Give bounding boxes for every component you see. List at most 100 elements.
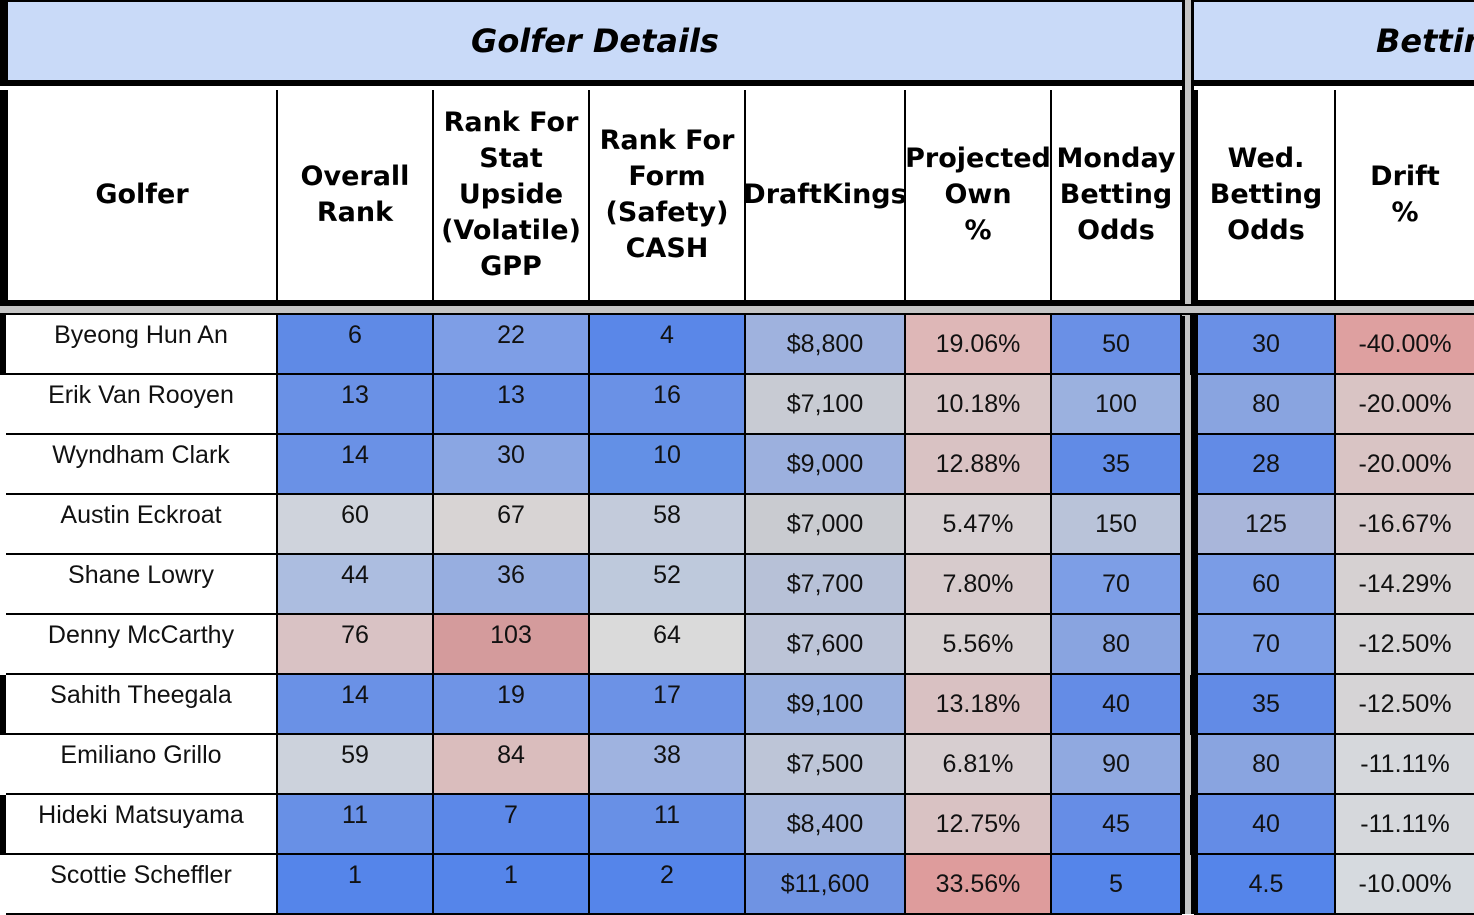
cell-overall[interactable]: 44 xyxy=(278,555,434,615)
cell-golfer[interactable]: Emiliano Grillo xyxy=(6,735,278,795)
cell-stat[interactable]: 19 xyxy=(434,675,590,735)
cell-monday[interactable]: 5 xyxy=(1052,855,1182,915)
cell-own[interactable]: 6.81% xyxy=(906,735,1052,795)
cell-dk[interactable]: $9,000 xyxy=(746,435,906,495)
cell-form[interactable]: 2 xyxy=(590,855,746,915)
cell-golfer[interactable]: Erik Van Rooyen xyxy=(6,375,278,435)
cell-drift[interactable]: -11.11% xyxy=(1336,795,1474,855)
cell-form[interactable]: 10 xyxy=(590,435,746,495)
header-monday-odds[interactable]: Monday Betting Odds xyxy=(1052,90,1182,304)
cell-monday[interactable]: 70 xyxy=(1052,555,1182,615)
row-marker xyxy=(1190,795,1194,855)
cell-wed[interactable]: 30 xyxy=(1194,315,1336,375)
cell-overall[interactable]: 60 xyxy=(278,495,434,555)
cell-monday[interactable]: 35 xyxy=(1052,435,1182,495)
cell-own[interactable]: 12.88% xyxy=(906,435,1052,495)
cell-own[interactable]: 5.56% xyxy=(906,615,1052,675)
cell-monday[interactable]: 45 xyxy=(1052,795,1182,855)
header-rank-form[interactable]: Rank For Form (Safety) CASH xyxy=(590,90,746,304)
cell-dk[interactable]: $7,000 xyxy=(746,495,906,555)
cell-golfer[interactable]: Shane Lowry xyxy=(6,555,278,615)
cell-monday[interactable]: 40 xyxy=(1052,675,1182,735)
cell-stat[interactable]: 103 xyxy=(434,615,590,675)
cell-drift[interactable]: -20.00% xyxy=(1336,435,1474,495)
cell-golfer[interactable]: Hideki Matsuyama xyxy=(6,795,278,855)
cell-form[interactable]: 17 xyxy=(590,675,746,735)
cell-golfer[interactable]: Sahith Theegala xyxy=(6,675,278,735)
cell-overall[interactable]: 14 xyxy=(278,675,434,735)
cell-form[interactable]: 52 xyxy=(590,555,746,615)
cell-form[interactable]: 11 xyxy=(590,795,746,855)
cell-stat[interactable]: 13 xyxy=(434,375,590,435)
cell-overall[interactable]: 1 xyxy=(278,855,434,915)
cell-overall[interactable]: 11 xyxy=(278,795,434,855)
cell-stat[interactable]: 1 xyxy=(434,855,590,915)
cell-drift[interactable]: -14.29% xyxy=(1336,555,1474,615)
cell-own[interactable]: 7.80% xyxy=(906,555,1052,615)
cell-overall[interactable]: 13 xyxy=(278,375,434,435)
cell-overall[interactable]: 14 xyxy=(278,435,434,495)
cell-wed[interactable]: 70 xyxy=(1194,615,1336,675)
cell-own[interactable]: 5.47% xyxy=(906,495,1052,555)
cell-stat[interactable]: 36 xyxy=(434,555,590,615)
header-projected-own[interactable]: Projected Own % xyxy=(905,90,1052,304)
cell-wed[interactable]: 40 xyxy=(1194,795,1336,855)
cell-dk[interactable]: $9,100 xyxy=(746,675,906,735)
cell-drift[interactable]: -10.00% xyxy=(1336,855,1474,915)
cell-form[interactable]: 64 xyxy=(590,615,746,675)
cell-own[interactable]: 13.18% xyxy=(906,675,1052,735)
cell-golfer[interactable]: Wyndham Clark xyxy=(6,435,278,495)
cell-golfer[interactable]: Austin Eckroat xyxy=(6,495,278,555)
cell-overall[interactable]: 6 xyxy=(278,315,434,375)
header-golfer[interactable]: Golfer xyxy=(0,90,278,304)
cell-dk[interactable]: $8,400 xyxy=(746,795,906,855)
cell-golfer[interactable]: Byeong Hun An xyxy=(6,315,278,375)
cell-monday[interactable]: 100 xyxy=(1052,375,1182,435)
cell-dk[interactable]: $8,800 xyxy=(746,315,906,375)
cell-monday[interactable]: 80 xyxy=(1052,615,1182,675)
cell-monday[interactable]: 150 xyxy=(1052,495,1182,555)
cell-form[interactable]: 38 xyxy=(590,735,746,795)
cell-own[interactable]: 12.75% xyxy=(906,795,1052,855)
cell-overall[interactable]: 59 xyxy=(278,735,434,795)
cell-wed[interactable]: 35 xyxy=(1194,675,1336,735)
header-overall-rank[interactable]: Overall Rank xyxy=(278,90,434,304)
cell-stat[interactable]: 30 xyxy=(434,435,590,495)
cell-drift[interactable]: -12.50% xyxy=(1336,615,1474,675)
header-wed-odds[interactable]: Wed. Betting Odds xyxy=(1194,90,1336,304)
cell-own[interactable]: 19.06% xyxy=(906,315,1052,375)
cell-drift[interactable]: -12.50% xyxy=(1336,675,1474,735)
cell-own[interactable]: 10.18% xyxy=(906,375,1052,435)
cell-own[interactable]: 33.56% xyxy=(906,855,1052,915)
cell-wed[interactable]: 60 xyxy=(1194,555,1336,615)
header-drift[interactable]: Drift % xyxy=(1336,90,1474,304)
cell-form[interactable]: 4 xyxy=(590,315,746,375)
cell-stat[interactable]: 7 xyxy=(434,795,590,855)
cell-drift[interactable]: -20.00% xyxy=(1336,375,1474,435)
cell-drift[interactable]: -40.00% xyxy=(1336,315,1474,375)
cell-overall[interactable]: 76 xyxy=(278,615,434,675)
cell-golfer[interactable]: Denny McCarthy xyxy=(6,615,278,675)
cell-golfer[interactable]: Scottie Scheffler xyxy=(6,855,278,915)
cell-dk[interactable]: $7,100 xyxy=(746,375,906,435)
cell-drift[interactable]: -11.11% xyxy=(1336,735,1474,795)
cell-stat[interactable]: 22 xyxy=(434,315,590,375)
cell-wed[interactable]: 125 xyxy=(1194,495,1336,555)
cell-drift[interactable]: -16.67% xyxy=(1336,495,1474,555)
cell-wed[interactable]: 4.5 xyxy=(1194,855,1336,915)
cell-monday[interactable]: 50 xyxy=(1052,315,1182,375)
header-draftkings[interactable]: DraftKings xyxy=(743,90,907,304)
cell-dk[interactable]: $7,600 xyxy=(746,615,906,675)
cell-dk[interactable]: $7,700 xyxy=(746,555,906,615)
cell-monday[interactable]: 90 xyxy=(1052,735,1182,795)
cell-form[interactable]: 16 xyxy=(590,375,746,435)
header-rank-stat[interactable]: Rank For Stat Upside (Volatile) GPP xyxy=(434,90,590,304)
cell-stat[interactable]: 67 xyxy=(434,495,590,555)
cell-dk[interactable]: $11,600 xyxy=(746,855,906,915)
cell-dk[interactable]: $7,500 xyxy=(746,735,906,795)
cell-wed[interactable]: 80 xyxy=(1194,735,1336,795)
cell-wed[interactable]: 28 xyxy=(1194,435,1336,495)
cell-wed[interactable]: 80 xyxy=(1194,375,1336,435)
cell-form[interactable]: 58 xyxy=(590,495,746,555)
cell-stat[interactable]: 84 xyxy=(434,735,590,795)
